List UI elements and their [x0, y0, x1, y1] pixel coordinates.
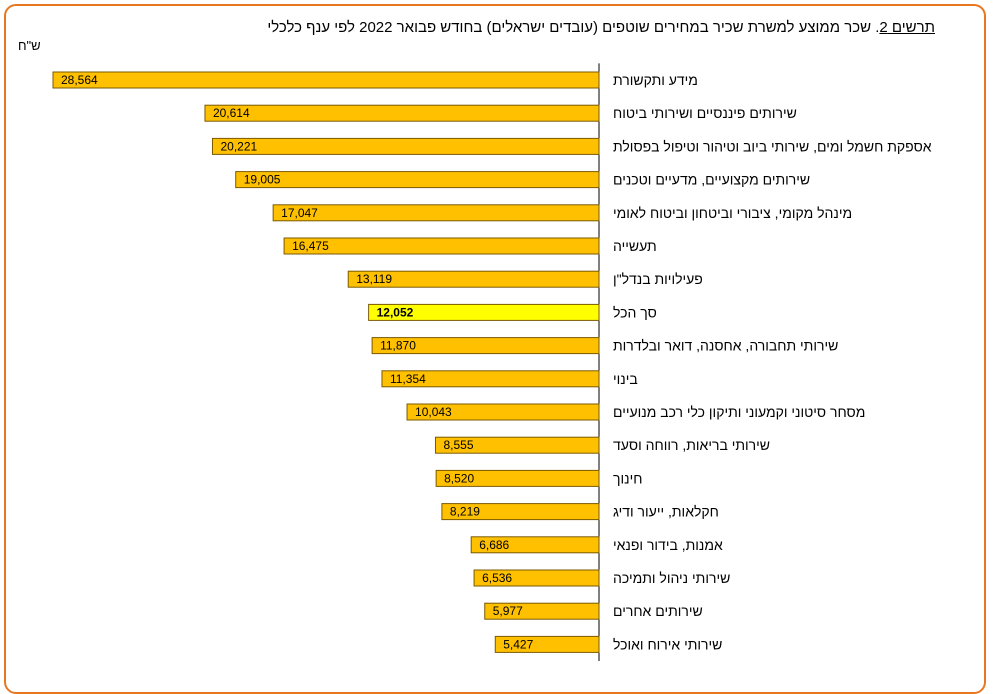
bar: [283, 237, 600, 255]
bar: [347, 270, 600, 288]
data-label: 6,686: [479, 538, 509, 552]
data-label: 8,555: [443, 438, 473, 452]
category-label: מסחר סיטוני וקמעוני ותיקון כלי רכב מנועי…: [613, 404, 865, 420]
bar: [470, 536, 600, 554]
category-label: שירותים אחרים: [613, 603, 703, 619]
data-label: 10,043: [415, 405, 452, 419]
category-label: בינוי: [613, 371, 638, 387]
chart-title-prefix: תרשים 2: [879, 19, 935, 36]
bar: [272, 204, 600, 222]
chart-title-text: . שכר ממוצע למשרת שכיר במחירים שוטפים (ע…: [267, 19, 880, 36]
data-label: 11,354: [390, 372, 426, 386]
data-label: 19,005: [244, 173, 281, 187]
bar: [435, 469, 600, 487]
category-label: תעשייה: [613, 238, 657, 254]
data-label: 28,564: [61, 73, 98, 87]
data-label: 6,536: [482, 571, 512, 585]
data-label: 8,520: [444, 471, 474, 485]
bar: [371, 337, 600, 355]
chart-title: תרשים 2. שכר ממוצע למשרת שכיר במחירים שו…: [150, 18, 935, 38]
data-label: 5,427: [503, 637, 533, 651]
category-label: שירותי בריאות, רווחה וסעד: [613, 437, 770, 453]
data-label: 12,052: [377, 305, 414, 319]
data-label: 13,119: [356, 272, 392, 286]
data-label: 5,977: [493, 604, 523, 618]
bar: [406, 403, 600, 421]
category-label: חינוך: [613, 470, 642, 486]
bar: [494, 635, 600, 653]
data-label: 16,475: [292, 239, 329, 253]
bar: [484, 602, 600, 620]
bar: [235, 171, 600, 189]
bar: [441, 503, 600, 521]
category-label: סך הכל: [613, 304, 657, 320]
category-label: אמנות, בידור ופנאי: [613, 537, 723, 553]
category-label: חקלאות, ייעור ודיג: [613, 504, 719, 520]
category-label: מינהל מקומי, ציבורי וביטחון וביטוח לאומי: [613, 205, 852, 221]
bar: [204, 104, 600, 122]
category-label: מידע ותקשורת: [613, 72, 698, 88]
category-label: שירותים פיננסיים ושירותי ביטוח: [613, 105, 797, 121]
category-label: אספקת חשמל ומים, שירותי ביוב וטיהור וטיפ…: [613, 138, 932, 154]
category-label: פעילויות בנדל"ן: [613, 271, 703, 287]
category-label: שירותי ניהול ותמיכה: [613, 570, 730, 586]
category-label: שירותי תחבורה, אחסנה, דואר ובלדרות: [613, 338, 838, 354]
data-label: 8,219: [450, 505, 480, 519]
data-label: 20,221: [220, 139, 257, 153]
data-label: 20,614: [213, 106, 250, 120]
category-label: שירותי אירוח ואוכל: [613, 636, 722, 652]
data-label: 11,870: [380, 339, 416, 353]
unit-label: ש"ח: [18, 38, 41, 53]
bar-total: [368, 303, 600, 321]
bar: [52, 71, 600, 89]
bar: [473, 569, 600, 587]
bar: [211, 137, 600, 155]
bar: [381, 370, 600, 388]
category-label: שירותים מקצועיים, מדעיים וטכנים: [613, 172, 810, 188]
data-label: 17,047: [281, 206, 318, 220]
bar: [434, 436, 600, 454]
bar-chart: 28,564 מידע ותקשורת 20,614 שירותים פיננסיים…: [52, 63, 932, 661]
